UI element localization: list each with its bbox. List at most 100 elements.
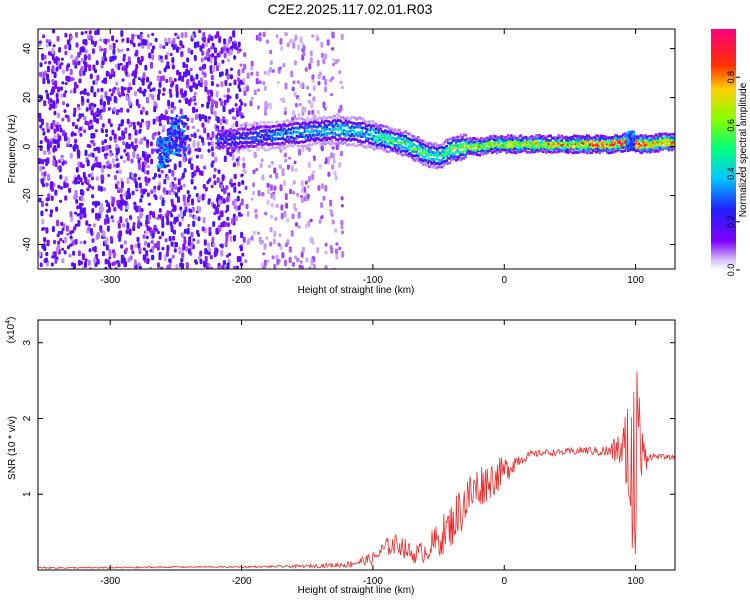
heatmap-cell [165,165,168,168]
heatmap-cell [536,137,540,140]
heatmap-cell [454,140,458,144]
heatmap-cell [459,142,463,146]
heatmap-cell [159,138,162,141]
heatmap-cell [92,223,96,228]
heatmap-cell [146,96,149,104]
heatmap-cell [599,141,603,145]
heatmap-cell [423,151,426,155]
heatmap-cell [310,102,314,109]
heatmap-cell [57,112,60,119]
heatmap-cell [195,261,198,265]
heatmap-cell [78,113,82,120]
heatmap-cell [276,121,280,124]
heatmap-cell [160,157,163,161]
heatmap-cell [96,161,100,168]
heatmap-cell [292,127,296,130]
heatmap-cell [363,132,367,136]
heatmap-cell [324,132,327,135]
heatmap-cell [354,125,357,129]
heatmap-cell [521,136,524,140]
heatmap-cell [246,141,250,144]
heatmap-cell [157,230,160,235]
heatmap-cell [555,136,559,140]
heatmap-cell [156,75,160,82]
heatmap-cell [667,138,671,141]
heatmap-cell [603,140,606,144]
heatmap-cell [634,140,638,143]
heatmap-cell [595,134,598,137]
heatmap-cell [303,186,307,193]
heatmap-cell [574,145,578,148]
heatmap-cell [147,202,151,206]
heatmap-cell [462,157,466,160]
heatmap-cell [106,160,110,166]
heatmap-cell [66,232,70,236]
heatmap-cell [642,142,645,146]
heatmap-cell [256,231,260,235]
heatmap-cell [64,44,68,50]
heatmap-cell [83,240,87,245]
heatmap-cell [483,147,486,150]
heatmap-cell [335,143,339,151]
heatmap-cell [368,145,371,149]
heatmap-cell [72,250,76,256]
heatmap-cell [350,133,354,136]
heatmap-cell [522,136,526,140]
heatmap-cell [282,62,286,68]
heatmap-cell [395,132,398,136]
heatmap-cell [634,149,638,153]
heatmap-cell [87,259,91,266]
heatmap-cell [662,132,666,136]
heatmap-cell [92,49,95,54]
heatmap-cell [173,248,177,253]
heatmap-cell [651,148,655,151]
heatmap-cell [59,127,63,133]
heatmap-cell [210,146,214,152]
heatmap-cell [239,132,242,136]
heatmap-cell [623,143,627,147]
heatmap-cell [324,119,327,123]
heatmap-cell [366,139,370,143]
heatmap-cell [365,131,368,134]
heatmap-cell [664,132,668,136]
heatmap-cell [178,221,182,227]
heatmap-cell [296,257,300,263]
heatmap-cell [232,134,236,138]
heatmap-cell [308,139,311,142]
heatmap-cell [581,150,584,153]
heatmap-cell [360,129,363,133]
heatmap-cell [220,138,223,141]
heatmap-cell [409,148,412,152]
heatmap-cell [540,137,543,141]
heatmap-cell [309,50,313,57]
heatmap-cell [64,236,67,244]
heatmap-cell [464,145,467,149]
heatmap-cell [237,84,241,89]
heatmap-cell [300,140,303,143]
heatmap-cell [540,141,543,145]
heatmap-cell [237,127,240,131]
heatmap-cell [439,154,442,157]
heatmap-cell [226,74,230,80]
heatmap-cell [146,170,150,175]
heatmap-cell [181,172,185,179]
heatmap-cell [447,141,450,145]
heatmap-cell [593,147,597,151]
heatmap-cell [331,127,335,130]
heatmap-cell [563,136,567,139]
heatmap-cell [379,127,382,130]
heatmap-cell [442,164,445,167]
heatmap-cell [284,129,288,133]
heatmap-cell [651,135,655,139]
heatmap-cell [254,145,258,148]
heatmap-cell [275,203,279,209]
heatmap-cell [250,197,254,201]
heatmap-cell [177,151,180,154]
heatmap-cell [186,125,190,131]
heatmap-cell [547,134,551,138]
heatmap-cell [445,147,448,150]
heatmap-cell [439,152,442,155]
heatmap-cell [294,34,298,41]
heatmap-cell [615,138,619,141]
heatmap-cell [304,180,308,185]
